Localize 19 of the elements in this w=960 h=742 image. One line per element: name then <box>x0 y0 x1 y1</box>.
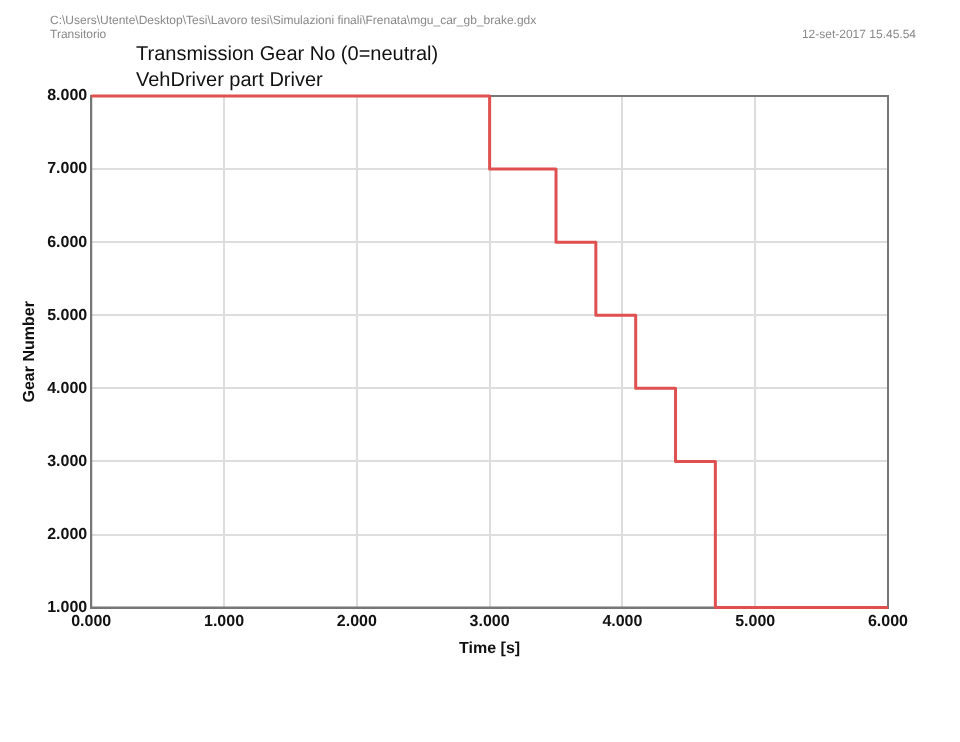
x-tick-label: 1.000 <box>204 611 246 630</box>
x-tick-label: 0.000 <box>71 611 113 630</box>
x-tick-label: 6.000 <box>867 611 910 630</box>
x-tick-label: 2.000 <box>336 611 378 630</box>
x-tick-label: 4.000 <box>602 611 644 630</box>
y-tick-label: 4.000 <box>47 378 89 397</box>
chart-title: Transmission Gear No (0=neutral) <box>136 44 439 66</box>
y-tick-label: 6.000 <box>47 232 89 251</box>
y-tick-label: 2.000 <box>47 524 89 543</box>
y-axis-title: Gear Number <box>20 301 39 403</box>
x-axis-title: Time [s] <box>459 638 521 657</box>
y-tick-label: 3.000 <box>47 451 89 470</box>
chart-subtitle: VehDriver part Driver <box>136 70 323 92</box>
y-tick-label: 8.000 <box>47 86 89 105</box>
x-tick-label: 5.000 <box>735 611 777 630</box>
x-tick-label: 3.000 <box>469 611 511 630</box>
y-tick-label: 5.000 <box>47 305 89 324</box>
y-tick-label: 1.000 <box>47 598 89 617</box>
y-tick-label: 7.000 <box>47 159 89 178</box>
